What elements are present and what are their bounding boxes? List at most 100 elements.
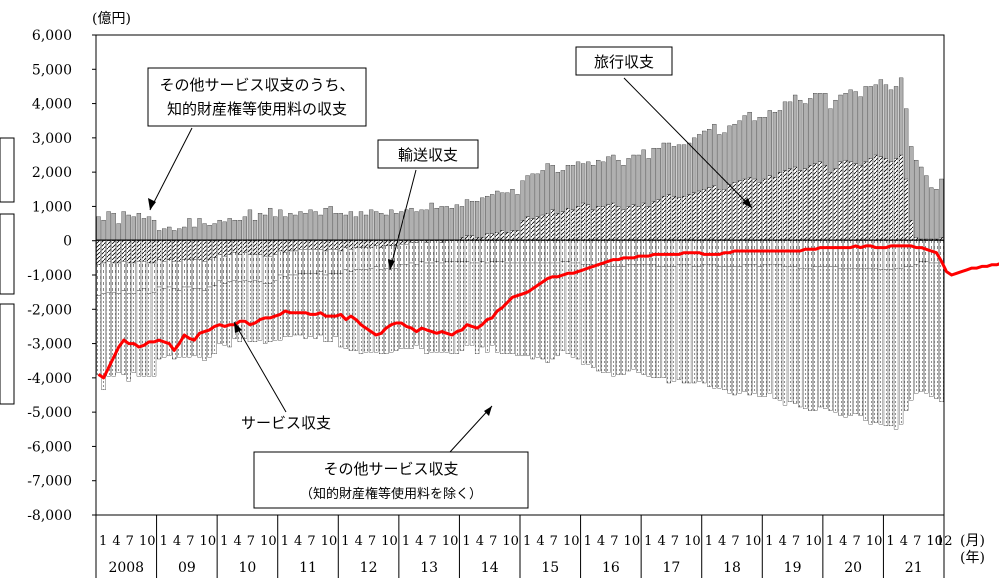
- bar-other-services: [469, 262, 475, 346]
- bar-other-services: [757, 266, 762, 397]
- bar-ip-royalties: [611, 154, 616, 204]
- bar-ip-royalties: [510, 189, 515, 231]
- month-tick-label: 1: [584, 534, 592, 549]
- bar-travel: [626, 206, 631, 241]
- bar-travel: [681, 195, 687, 241]
- bar-transport: [333, 249, 338, 274]
- bar-transport: [379, 247, 384, 271]
- bar-other-services: [560, 261, 566, 351]
- bar-transport: [262, 255, 268, 284]
- bar-travel: [656, 199, 661, 241]
- bar-transport: [459, 240, 465, 262]
- bar-ip-royalties: [338, 213, 343, 241]
- bar-other-services: [697, 266, 702, 382]
- bar-ip-royalties: [919, 166, 924, 240]
- bar-ip-royalties: [712, 123, 717, 187]
- bar-ip-royalties: [868, 86, 873, 159]
- bar-other-services: [283, 276, 288, 337]
- bar-other-services: [651, 264, 656, 379]
- bar-ip-royalties: [389, 209, 394, 241]
- bar-transport: [429, 240, 434, 264]
- bar-travel: [580, 202, 586, 241]
- bar-ip-royalties: [308, 209, 313, 241]
- month-tick-label: 10: [624, 534, 641, 549]
- x-month-unit: (月): [960, 533, 985, 549]
- other-label-line1: その他サービス収支: [323, 460, 458, 478]
- bar-transport: [116, 262, 121, 295]
- bar-travel: [252, 240, 258, 255]
- bar-travel: [126, 240, 131, 264]
- bar-transport: [328, 249, 333, 274]
- bar-travel: [878, 156, 884, 241]
- bar-travel: [722, 189, 727, 241]
- bar-ip-royalties: [934, 189, 939, 240]
- bar-travel: [575, 206, 581, 241]
- bar-transport: [545, 240, 550, 264]
- bar-other-services: [495, 261, 500, 353]
- bar-travel: [167, 240, 172, 260]
- month-tick-label: 10: [442, 534, 459, 549]
- bar-ip-royalties: [651, 147, 656, 202]
- bar-travel: [192, 240, 197, 260]
- bar-ip-royalties: [207, 225, 212, 241]
- bar-ip-royalties: [772, 111, 778, 178]
- bar-transport: [126, 262, 131, 295]
- bar-other-services: [439, 262, 444, 353]
- bar-other-services: [681, 264, 687, 384]
- bar-travel: [828, 171, 833, 241]
- bar-transport: [767, 240, 772, 265]
- bar-transport: [156, 259, 162, 288]
- year-label: 18: [723, 560, 741, 576]
- bar-transport: [823, 240, 828, 267]
- bar-other-services: [893, 267, 899, 430]
- bar-travel: [338, 240, 343, 252]
- bar-ip-royalties: [570, 165, 576, 211]
- bar-transport: [318, 249, 323, 272]
- bar-other-services: [545, 262, 550, 363]
- bar-transport: [813, 240, 818, 267]
- bar-ip-royalties: [787, 101, 793, 169]
- bar-ip-royalties: [96, 216, 101, 241]
- bar-travel: [798, 170, 803, 241]
- bar-ip-royalties: [924, 175, 929, 240]
- month-tick-label: 1: [220, 534, 228, 549]
- bar-transport: [313, 249, 318, 274]
- bar-other-services: [358, 269, 364, 355]
- bar-ip-royalties: [762, 117, 767, 180]
- bar-transport: [596, 240, 601, 265]
- bar-other-services: [621, 266, 626, 375]
- year-label: 17: [663, 560, 681, 576]
- bar-ip-royalties: [782, 101, 788, 171]
- bar-ip-royalties: [242, 216, 248, 241]
- bar-ip-royalties: [888, 89, 894, 163]
- y-tick-label: 1,000: [32, 199, 72, 215]
- bar-travel: [343, 240, 348, 248]
- bar-ip-royalties: [318, 214, 323, 241]
- bar-transport: [444, 240, 449, 262]
- bar-transport: [520, 240, 525, 264]
- bar-ip-royalties: [575, 161, 581, 207]
- bar-ip-royalties: [278, 209, 283, 241]
- bar-transport: [808, 240, 813, 269]
- month-tick-label: 1: [886, 534, 894, 549]
- month-tick-label: 10: [381, 534, 398, 549]
- bar-other-services: [777, 264, 783, 401]
- month-tick-label: 7: [429, 534, 437, 549]
- bar-other-services: [798, 267, 803, 408]
- y-tick-label: 3,000: [32, 131, 72, 147]
- bar-other-services: [833, 266, 838, 413]
- y-tick-label: -3,000: [27, 337, 72, 353]
- bar-travel: [172, 240, 177, 262]
- bar-ip-royalties: [686, 142, 692, 195]
- bar-ip-royalties: [172, 230, 177, 241]
- y-tick-label: 4,000: [32, 97, 72, 113]
- bar-travel: [530, 218, 535, 241]
- month-tick-label: 1: [765, 534, 773, 549]
- bars-layer: [96, 77, 944, 430]
- bar-travel: [212, 240, 217, 259]
- month-tick-label: 7: [671, 534, 679, 549]
- bar-travel: [767, 175, 772, 241]
- bar-travel: [742, 178, 747, 241]
- bar-ip-royalties: [156, 230, 162, 241]
